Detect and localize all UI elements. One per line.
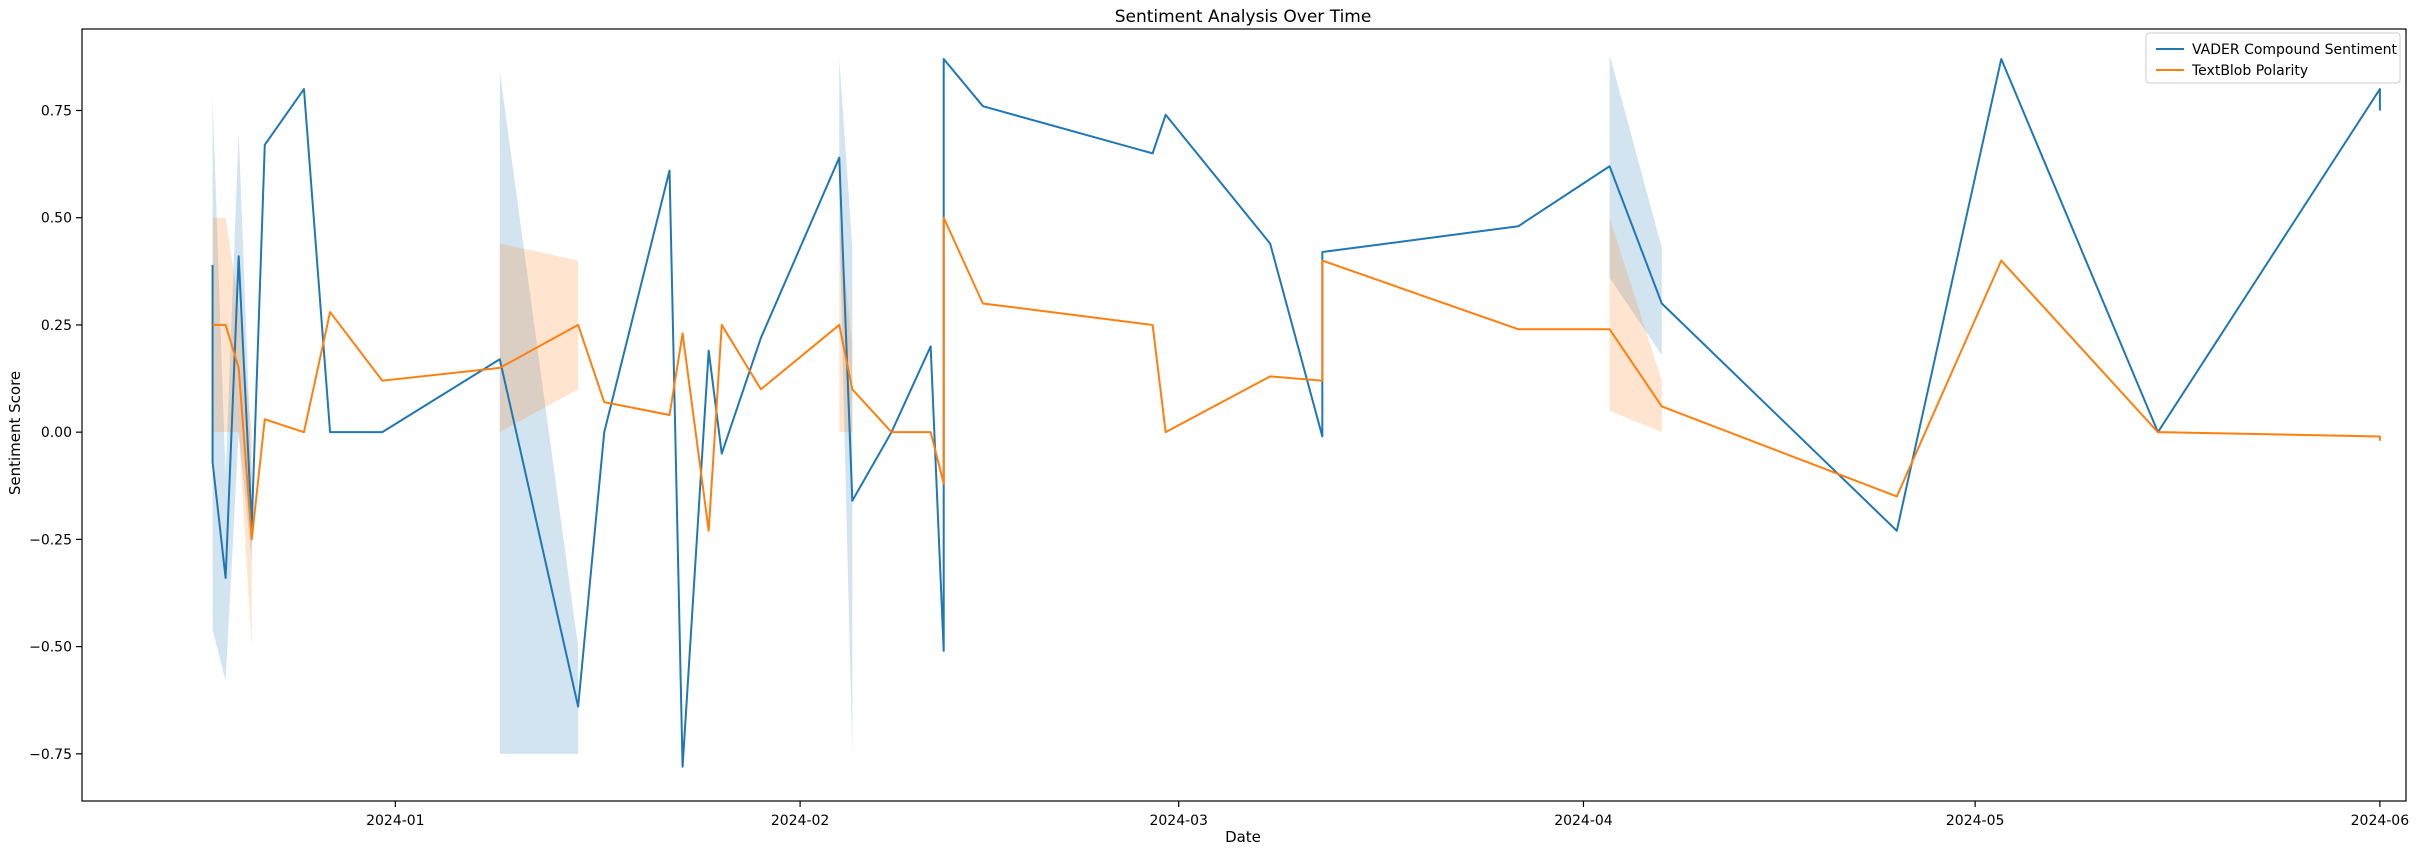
band-1-1 <box>499 243 579 433</box>
legend-entry: TextBlob Polarity <box>2191 63 2308 79</box>
y-tick-label: 0.00 <box>41 425 72 441</box>
y-tick-label: −0.50 <box>29 640 72 656</box>
band-0-1 <box>499 71 579 754</box>
x-tick-label: 2024-05 <box>1946 813 2005 829</box>
band-0-3 <box>1609 54 1662 355</box>
series-lines <box>211 58 2381 768</box>
y-tick-label: −0.25 <box>29 532 72 548</box>
y-tick-label: −0.75 <box>29 747 72 763</box>
y-tick-label: 0.75 <box>41 103 72 119</box>
x-tick-label: 2024-02 <box>771 813 830 829</box>
confidence-bands <box>212 54 1662 754</box>
chart-title: Sentiment Analysis Over Time <box>1115 7 1372 27</box>
y-tick-label: 0.50 <box>41 211 72 227</box>
plot-frame <box>81 28 2407 802</box>
y-axis-label: Sentiment Score <box>6 371 24 495</box>
axes: −0.75 −0.50 −0.25 0.00 0.25 0.50 0.75 2024-01 20… <box>29 28 2410 829</box>
legend-box <box>2145 32 2401 84</box>
x-tick-label: 2024-03 <box>1149 813 1208 829</box>
x-tick-label: 2024-04 <box>1554 813 1613 829</box>
x-tick-label: 2024-01 <box>366 813 425 829</box>
legend: VADER Compound Sentiment TextBlob Polarit… <box>2145 32 2401 84</box>
x-axis-label: Date <box>1225 828 1261 846</box>
x-tick-label: 2024-06 <box>2351 813 2410 829</box>
band-0-0 <box>212 97 252 681</box>
y-tick-label: 0.25 <box>41 318 72 334</box>
band-1-3 <box>1609 217 1662 433</box>
series-line-vader-compound-sentiment <box>211 58 2381 768</box>
series-line-textblob-polarity <box>212 216 2381 541</box>
legend-entry: VADER Compound Sentiment <box>2192 42 2397 58</box>
